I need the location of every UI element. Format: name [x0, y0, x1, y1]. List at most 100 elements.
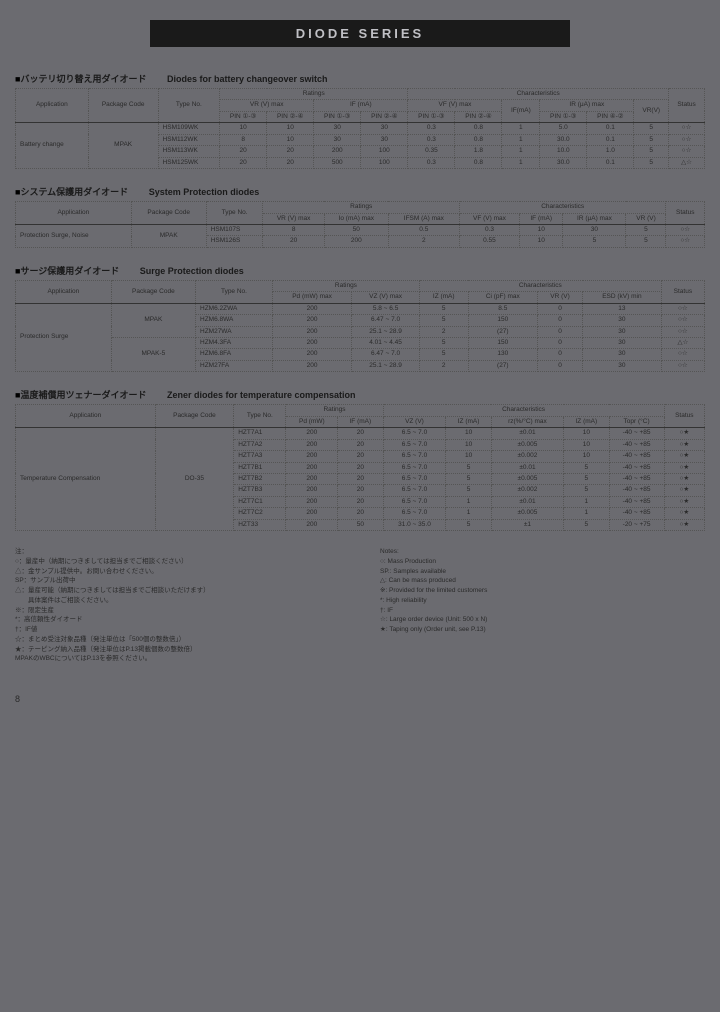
cell: ±0.01: [491, 496, 563, 507]
cell: 30: [361, 134, 408, 145]
cell: 30: [583, 315, 662, 326]
cell: 20: [338, 451, 383, 462]
cell: 5.0: [540, 123, 587, 134]
cell: 31.0 ~ 35.0: [383, 519, 446, 530]
cell: ±0.01: [491, 462, 563, 473]
cell: 10: [446, 439, 491, 450]
cell: ○★: [664, 473, 704, 484]
cell: 5: [419, 303, 468, 314]
app-label: Temperature Compensation: [16, 428, 156, 531]
cell: ±0.002: [491, 451, 563, 462]
h-pd: Pd (mW): [286, 416, 338, 427]
pkg-label: DO-35: [155, 428, 234, 531]
cell: ±1: [491, 519, 563, 530]
cell: 2: [419, 360, 468, 371]
cell: 0: [538, 360, 583, 371]
pkg-label: MPAK-5: [111, 338, 195, 372]
note-line: ※: Provided for the limited customers: [380, 586, 705, 596]
cell: 8: [220, 134, 267, 145]
cell: 5: [634, 123, 669, 134]
cell: 200: [272, 349, 351, 360]
type-no: HZM6.8FA: [196, 349, 273, 360]
h-ratings: Ratings: [220, 89, 408, 100]
note-line: SP.: Samples available: [380, 567, 705, 577]
cell: 200: [286, 428, 338, 439]
pkg-label: MPAK: [131, 224, 206, 247]
cell: 200: [272, 303, 351, 314]
cell: 5: [446, 519, 491, 530]
cell: 20: [338, 496, 383, 507]
cell: 6.5 ~ 7.0: [383, 508, 446, 519]
h-status: Status: [664, 405, 704, 428]
section1-jp: バッテリ切り替え用ダイオード: [20, 74, 146, 84]
cell: 10: [220, 123, 267, 134]
sub-pin11: PIN ①-③: [220, 111, 267, 122]
cell: ±0.01: [491, 428, 563, 439]
cell: 5: [564, 485, 609, 496]
h-pkg: Package Code: [111, 280, 195, 303]
cell: 200: [286, 439, 338, 450]
type-no: HZT7A1: [234, 428, 286, 439]
cell: 10: [446, 428, 491, 439]
cell: 5: [634, 146, 669, 157]
cell: 1: [502, 134, 540, 145]
cell: 10: [267, 123, 314, 134]
cell: ○☆: [661, 303, 704, 314]
cell: 0.3: [408, 157, 455, 168]
cell: 5: [634, 134, 669, 145]
cell: 0: [538, 349, 583, 360]
cell: 6.47 ~ 7.0: [352, 349, 420, 360]
cell: 30: [563, 224, 626, 235]
sub-pin13: PIN ①-③: [314, 111, 361, 122]
note-line: ※：限定生産: [15, 606, 340, 616]
cell: 200: [324, 236, 388, 247]
type-no: HZT7B3: [234, 485, 286, 496]
cell: 13: [583, 303, 662, 314]
cell: -20 ~ +75: [609, 519, 664, 530]
section4-en: Zener diodes for temperature compensatio…: [167, 390, 356, 400]
footnotes-jp: 注： ○：量産中（納期につきましては担当までご相談ください）△：金サンプル提供中…: [15, 547, 340, 664]
h-iz: IZ (mA): [446, 416, 491, 427]
type-no: HZT7C1: [234, 496, 286, 507]
type-no: HZT7B2: [234, 473, 286, 484]
cell: ○★: [664, 428, 704, 439]
cell: 25.1 ~ 28.9: [352, 326, 420, 337]
h-ir: IR (μA) max: [563, 213, 626, 224]
note-line: △：金サンプル提供中。お問い合わせください。: [15, 567, 340, 577]
note-line: †：IF値: [15, 625, 340, 635]
note-line: △：量産可能（納期につきましては担当までご相談いただけます）: [15, 586, 340, 596]
cell: ○☆: [669, 146, 705, 157]
cell: 0.3: [408, 123, 455, 134]
h-vf: VF (V) max: [408, 100, 502, 111]
cell: 0: [538, 326, 583, 337]
cell: 500: [314, 157, 361, 168]
cell: 5: [564, 462, 609, 473]
h-ratings: Ratings: [286, 405, 383, 416]
cell: 0.8: [455, 123, 502, 134]
h-type: Type No.: [196, 280, 273, 303]
h-vrv: VR(V): [634, 100, 669, 123]
cell: 0.3: [459, 224, 519, 235]
h-vf: VF (V) max: [459, 213, 519, 224]
type-no: HZT33: [234, 519, 286, 530]
cell: ○☆: [661, 326, 704, 337]
h-ratings: Ratings: [263, 202, 459, 213]
cell: -40 ~ +85: [609, 462, 664, 473]
cell: 2: [388, 236, 459, 247]
h-vrv: VR (V): [538, 292, 583, 303]
h-if: IF (mA): [314, 100, 408, 111]
cell: 200: [272, 326, 351, 337]
h-status: Status: [666, 202, 705, 225]
table-surge-protection: Application Package Code Type No. Rating…: [15, 280, 705, 373]
type-no: HZT7B1: [234, 462, 286, 473]
cell: 0: [538, 338, 583, 349]
cell: -40 ~ +85: [609, 439, 664, 450]
cell: 0.1: [587, 157, 634, 168]
h-if: IF (mA): [520, 213, 563, 224]
sub-pinir2: PIN ④-②: [587, 111, 634, 122]
cell: 5: [626, 224, 666, 235]
pkg-label: MPAK: [111, 303, 195, 337]
cell: 10.0: [540, 146, 587, 157]
section2-en: System Protection diodes: [149, 187, 260, 197]
cell: 200: [286, 485, 338, 496]
